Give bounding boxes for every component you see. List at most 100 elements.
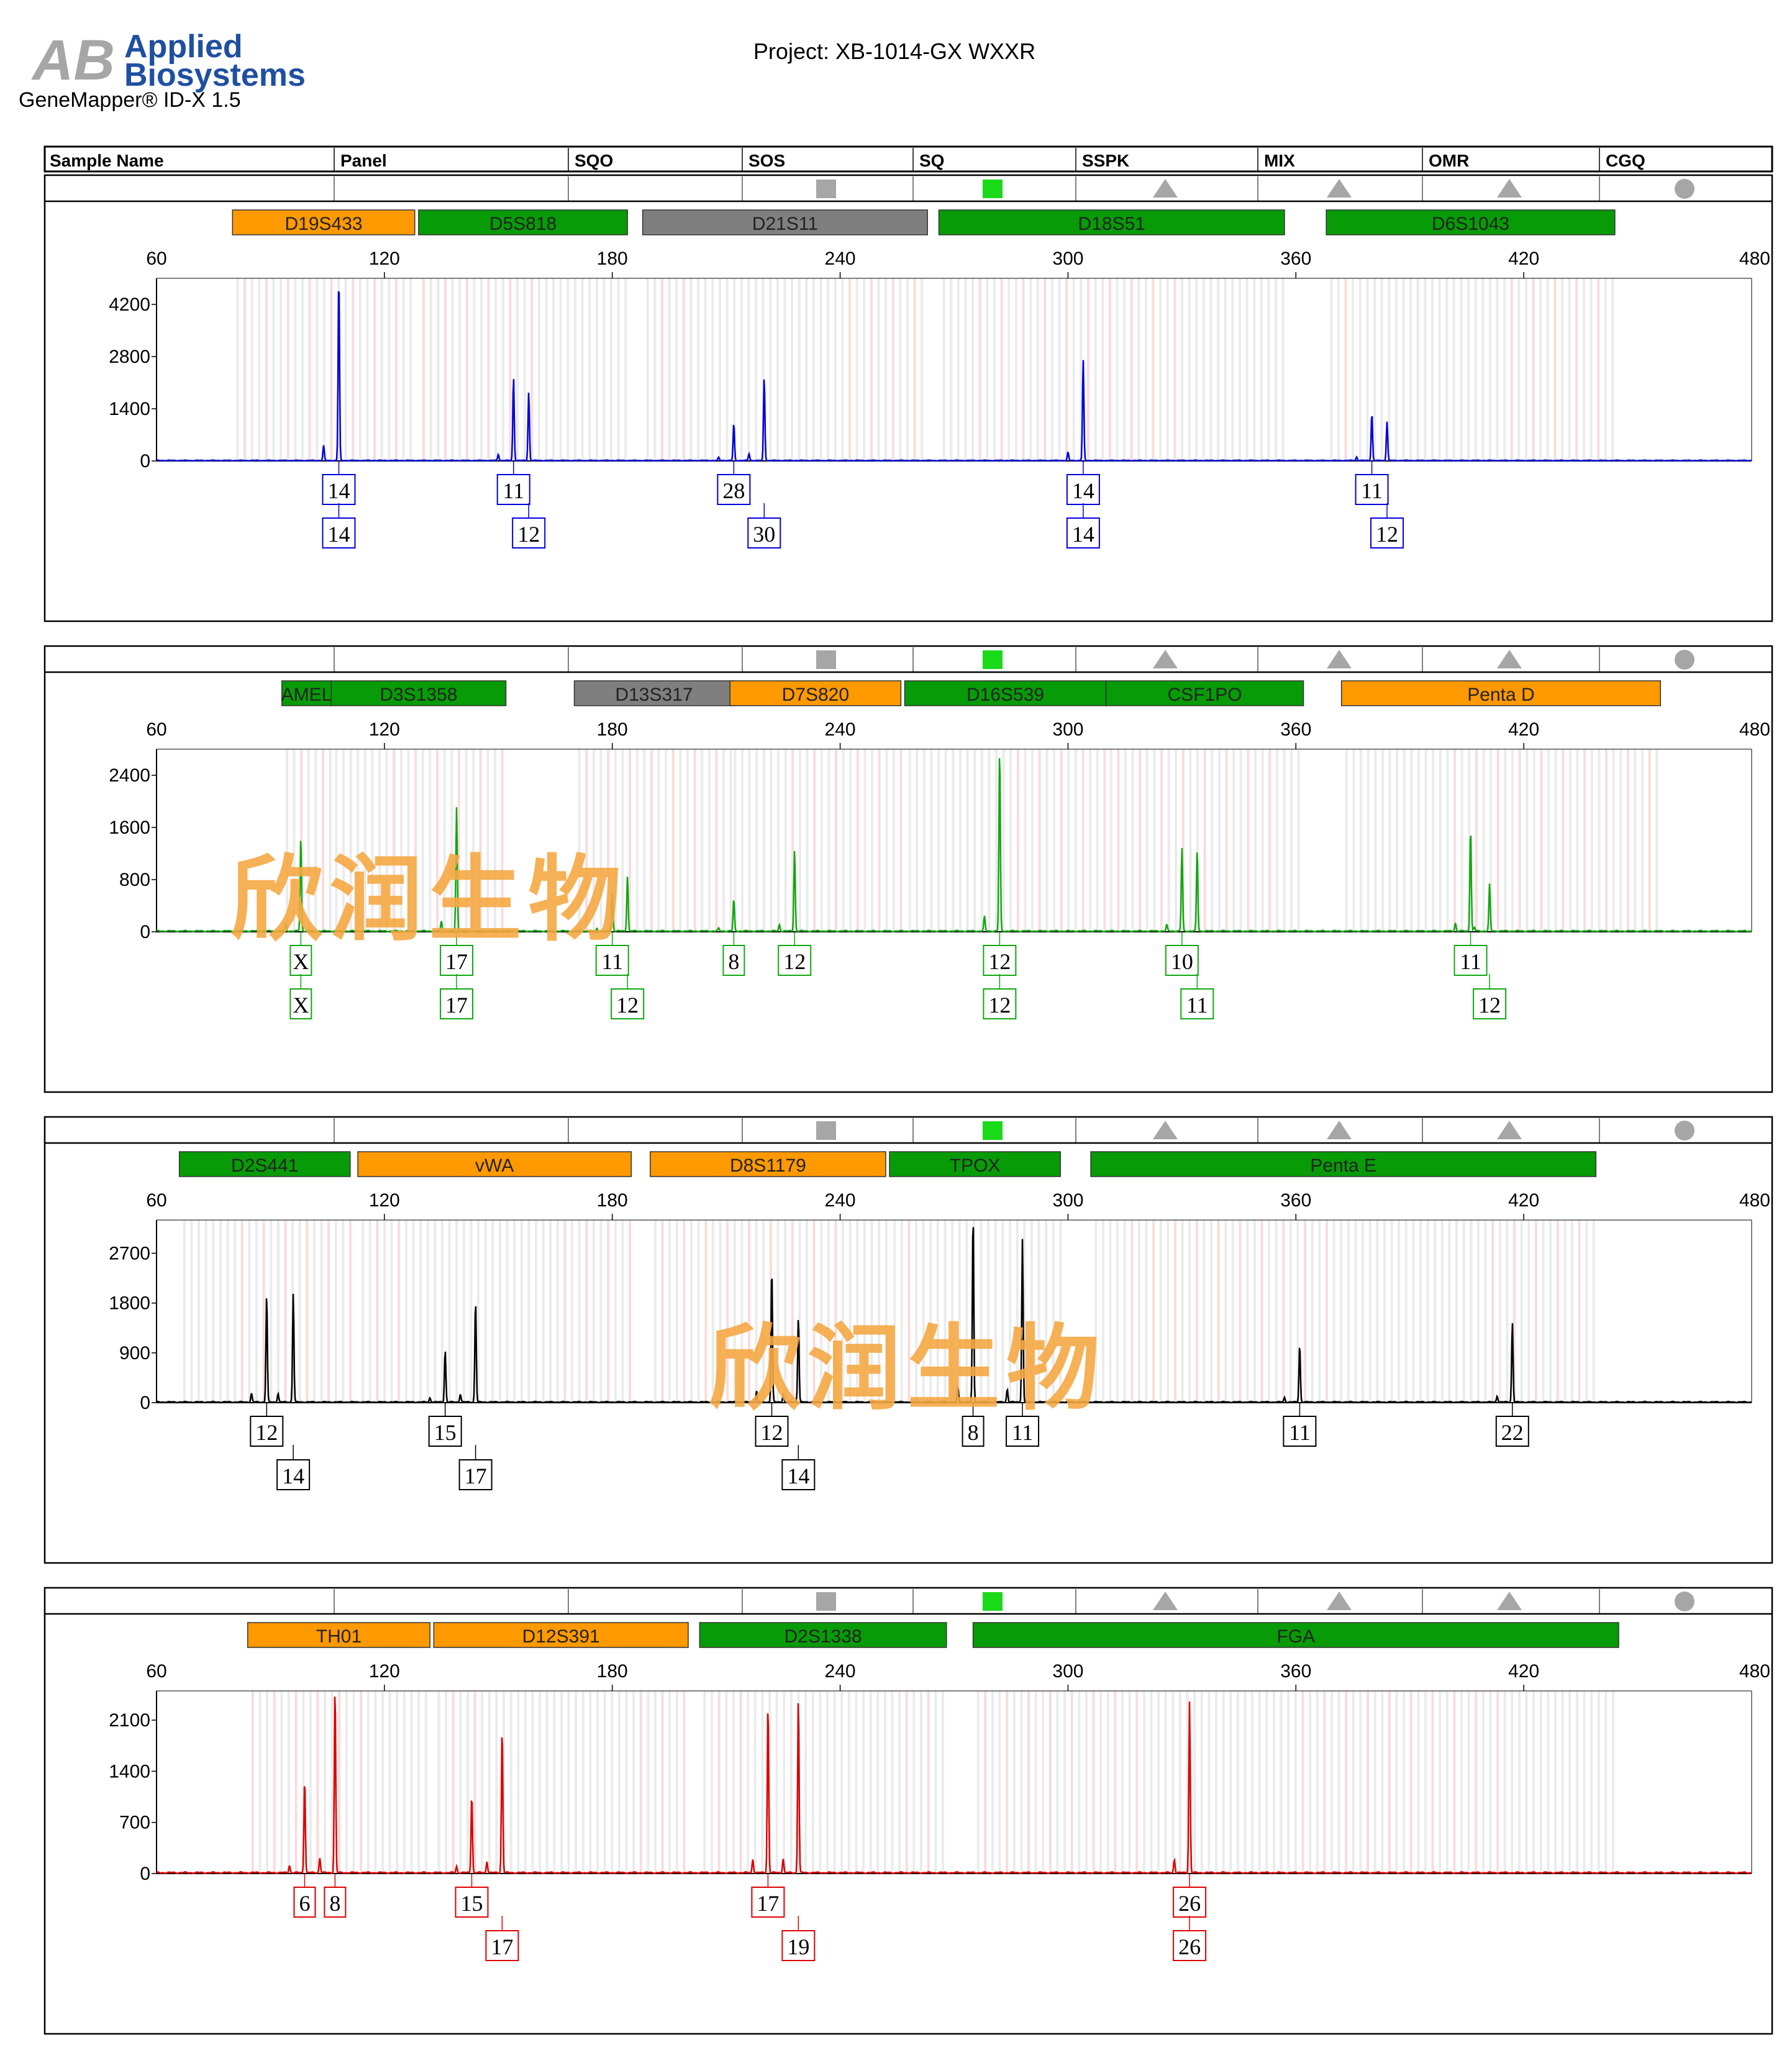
allele-bin [251, 278, 253, 461]
allele-bin [1553, 278, 1556, 461]
allele-bin [1374, 1691, 1376, 1874]
allele-bin [1432, 1691, 1434, 1874]
allele-bin [1445, 278, 1448, 461]
allele-bin [1583, 1691, 1586, 1874]
allele-bin [546, 1691, 548, 1874]
allele-bin [730, 749, 732, 932]
allele-bin [369, 1220, 371, 1403]
allele-bin [647, 1691, 649, 1874]
software-version: GeneMapper® ID-X 1.5 [19, 88, 241, 112]
allele-bin [842, 749, 845, 932]
allele-bin [236, 278, 239, 461]
allele-bin [1067, 749, 1070, 932]
allele-bin [338, 1691, 340, 1874]
allele-bin [1181, 1220, 1184, 1403]
allele-bin [1175, 749, 1177, 932]
allele-bin [1039, 749, 1041, 932]
allele-bin [740, 1691, 742, 1874]
allele-bin [585, 1220, 588, 1403]
allele-bin [1369, 1220, 1371, 1403]
allele-bin [403, 278, 405, 461]
allele-bin [352, 1691, 355, 1874]
allele-bin [1604, 1691, 1607, 1874]
allele-bin [273, 1691, 276, 1874]
allele-bin [966, 749, 969, 932]
sq-indicator [983, 1121, 1003, 1140]
allele-bin [916, 749, 918, 932]
allele-bin [1345, 1691, 1347, 1874]
allele-bin [827, 278, 829, 461]
allele-bin [1525, 278, 1527, 461]
allele-bin [367, 1691, 370, 1874]
allele-call: 17 [445, 949, 468, 974]
allele-bin [722, 749, 725, 932]
allele-bin [1160, 1220, 1162, 1403]
allele-bin [1453, 1691, 1455, 1874]
allele-bin [241, 1220, 243, 1403]
allele-bin [1294, 1691, 1297, 1874]
allele-bin [1246, 1220, 1248, 1403]
y-tick-label: 4200 [109, 294, 150, 315]
allele-bin [1490, 1691, 1492, 1874]
allele-bin [183, 1220, 186, 1403]
allele-bin [1504, 749, 1506, 932]
allele-bin [1590, 1691, 1593, 1874]
allele-bin [1129, 1691, 1131, 1874]
allele-bin [679, 749, 681, 932]
allele-bin [1506, 1220, 1508, 1403]
allele-bin [1598, 749, 1600, 932]
allele-bin [1060, 749, 1063, 932]
allele-bin [1568, 1691, 1571, 1874]
allele-bin [1345, 278, 1347, 461]
allele-bin [1045, 749, 1048, 932]
allele-call: 12 [761, 1420, 783, 1445]
allele-bin [965, 278, 967, 461]
allele-bin [1598, 1691, 1600, 1874]
allele-bin [1347, 1220, 1350, 1403]
allele-bin [1481, 278, 1484, 461]
allele-bin [280, 1691, 283, 1874]
allele-bin [1167, 1220, 1169, 1403]
allele-bin [1316, 1691, 1319, 1874]
allele-bin [381, 1691, 384, 1874]
allele-call: 12 [1478, 993, 1501, 1018]
allele-call: 17 [445, 993, 468, 1018]
allele-bin [1276, 749, 1278, 932]
allele-bin [309, 1691, 312, 1874]
allele-bin [405, 1220, 407, 1403]
allele-bin [578, 1220, 581, 1403]
allele-bin [1511, 1691, 1513, 1874]
allele-bin [718, 1691, 721, 1874]
allele-call: 12 [517, 522, 540, 547]
allele-bin [1366, 278, 1368, 461]
allele-bin [484, 1220, 487, 1403]
allele-bin [834, 1691, 836, 1874]
allele-bin [1383, 1220, 1386, 1403]
allele-bin [425, 1691, 427, 1874]
allele-call: 11 [503, 478, 524, 503]
allele-bin [1417, 1691, 1419, 1874]
allele-call: 12 [783, 949, 806, 974]
allele-bin [360, 1691, 362, 1874]
allele-bin [604, 1691, 606, 1874]
x-tick-label: 360 [1280, 719, 1311, 740]
allele-bin [1337, 278, 1340, 461]
allele-bin [1547, 1691, 1549, 1874]
allele-bin [754, 1691, 757, 1874]
x-tick-label: 180 [597, 1661, 628, 1682]
allele-bin [1179, 1691, 1181, 1874]
allele-bin [1109, 278, 1111, 461]
marker-label: D8S1179 [730, 1155, 806, 1176]
x-tick-label: 120 [369, 248, 400, 269]
allele-bin [1193, 1691, 1196, 1874]
allele-bin [1075, 749, 1077, 932]
allele-bin [1268, 1220, 1270, 1403]
allele-bin [488, 1691, 491, 1874]
allele-bin [1137, 278, 1140, 461]
allele-bin [448, 1220, 451, 1403]
column-header-mix: MIX [1264, 151, 1295, 170]
allele-bin [1073, 278, 1075, 461]
allele-bin [689, 278, 692, 461]
allele-bin [491, 1220, 494, 1403]
